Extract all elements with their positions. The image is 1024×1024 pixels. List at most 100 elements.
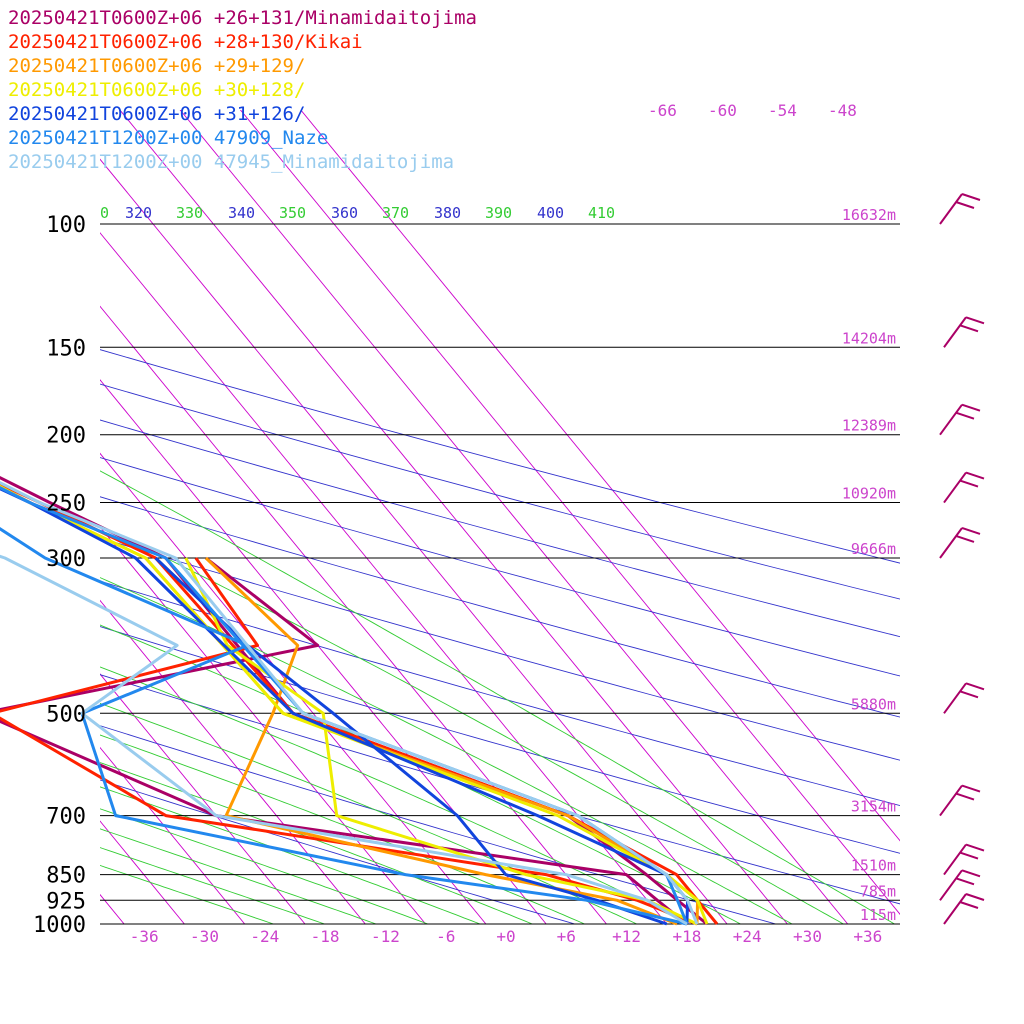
moist-adiabat-line: [100, 577, 794, 924]
barb-staff: [939, 193, 963, 225]
wind-barbs: [939, 193, 985, 925]
pressure-label: 200: [46, 424, 86, 449]
dewpoint-line: [0, 557, 698, 926]
theta-label: 340: [228, 204, 255, 222]
barb-flag: [959, 901, 979, 909]
pressure-label: 1000: [33, 913, 86, 938]
pressure-label: 925: [46, 889, 86, 914]
isotherm-line: [100, 232, 668, 924]
isotherm-line: [100, 379, 547, 924]
moist-adiabat-line: [100, 786, 482, 924]
barb-flag: [955, 877, 975, 886]
isotherm-line: [179, 110, 849, 924]
isotherm-line: [0, 13, 4, 924]
barb-flag: [955, 792, 975, 801]
isotherm-line: [100, 305, 607, 924]
barb-staff: [943, 316, 967, 348]
theta-label: 320: [125, 204, 152, 222]
legend-item: 20250421T0600Z+06 +29+129/: [8, 55, 306, 77]
isotherm-line: [119, 110, 788, 924]
moist-adiabat-line: [100, 624, 742, 924]
moist-adiabat-line: [100, 525, 845, 924]
dewpoint-line: [204, 556, 678, 926]
barb-staff: [943, 471, 967, 504]
wind-barb: [939, 403, 981, 436]
wind-barb: [939, 869, 981, 901]
barb-staff: [939, 404, 963, 436]
dry-adiabat-line: [100, 537, 900, 761]
barb-flag: [959, 324, 979, 333]
temperature-tick-label: +18: [672, 927, 701, 946]
sounding-0: [0, 476, 708, 926]
isotherm-line: [300, 110, 900, 842]
wind-barb: [943, 316, 985, 348]
barb-flag: [955, 201, 975, 209]
temperature-tick-label: +12: [612, 927, 641, 946]
dry-adiabat-line: [100, 626, 900, 854]
theta-label: 390: [485, 204, 512, 222]
temperature-tick-label: +6: [557, 927, 576, 946]
pressure-label: 150: [46, 336, 86, 361]
height-label: 12389m: [842, 417, 896, 435]
height-label: 5880m: [851, 695, 896, 713]
temperature-tick-label: -24: [250, 927, 279, 946]
moist-adiabat-line: [100, 864, 275, 924]
sounding-series: [0, 476, 719, 926]
dewpoint-line: [0, 556, 688, 926]
barb-flag: [965, 893, 985, 901]
sounding-1: [0, 482, 719, 926]
barb-flag: [961, 869, 981, 878]
barb-flag: [961, 403, 981, 412]
temperature-line: [0, 481, 699, 925]
barb-flag: [961, 527, 981, 535]
barb-staff: [943, 893, 967, 925]
height-label: 3154m: [851, 798, 896, 816]
temperature-line: [0, 476, 708, 926]
dry-adiabat-line: [100, 779, 577, 924]
pressure-label: 700: [46, 805, 86, 830]
moist-adiabat-line: [100, 847, 326, 924]
legend-item: 20250421T1200Z+00 47945_Minamidaitojima: [8, 151, 455, 173]
moist-adiabat-line: [100, 828, 378, 924]
axis-labels: 100 16632m 150 14204m 200 12389m 250 10920m 300 9…: [33, 101, 896, 946]
temperature-tick-label: +24: [733, 927, 762, 946]
temperature-tick-label: -12: [371, 927, 400, 946]
height-label: 9666m: [851, 540, 896, 558]
height-label: 1510m: [851, 857, 896, 875]
barb-staff: [943, 682, 967, 714]
temperature-tick-label: +0: [496, 927, 515, 946]
isotherm-line: [100, 526, 426, 924]
dry-adiabat-line: [100, 580, 900, 806]
legend-item: 20250421T0600Z+06 +30+128/: [8, 79, 306, 101]
barb-flag: [965, 316, 985, 325]
wind-barb: [943, 682, 985, 714]
moist-adiabat-line: [100, 808, 430, 924]
moist-adiabat-line: [100, 666, 690, 924]
pressure-label: 850: [46, 864, 86, 889]
height-label: 14204m: [842, 329, 896, 347]
height-label: 785m: [860, 882, 896, 900]
wind-barb: [943, 843, 985, 876]
temperature-tick-label: -18: [311, 927, 340, 946]
wind-barb: [939, 193, 981, 225]
height-label: 16632m: [842, 206, 896, 224]
upper-temperature-label: -66: [648, 101, 677, 120]
barb-flag: [961, 784, 981, 793]
theta-label: 370: [382, 204, 409, 222]
temperature-tick-label: -30: [190, 927, 219, 946]
temperature-line: [0, 482, 719, 925]
pressure-label: 300: [46, 547, 86, 572]
legend-item: 20250421T0600Z+06 +28+130/Kikai: [8, 31, 363, 53]
temperature-tick-label: -6: [436, 927, 455, 946]
isotherm-line: [100, 673, 306, 924]
pressure-label: 100: [46, 213, 86, 238]
barb-flag: [955, 411, 975, 420]
isotherm-line: [100, 158, 728, 924]
barb-flag: [955, 535, 975, 543]
wind-barb: [939, 527, 981, 559]
wind-barb: [943, 893, 985, 925]
upper-temperature-label: -54: [768, 101, 797, 120]
pressure-label: 250: [46, 492, 86, 517]
temperature-tick-label: +36: [853, 927, 882, 946]
